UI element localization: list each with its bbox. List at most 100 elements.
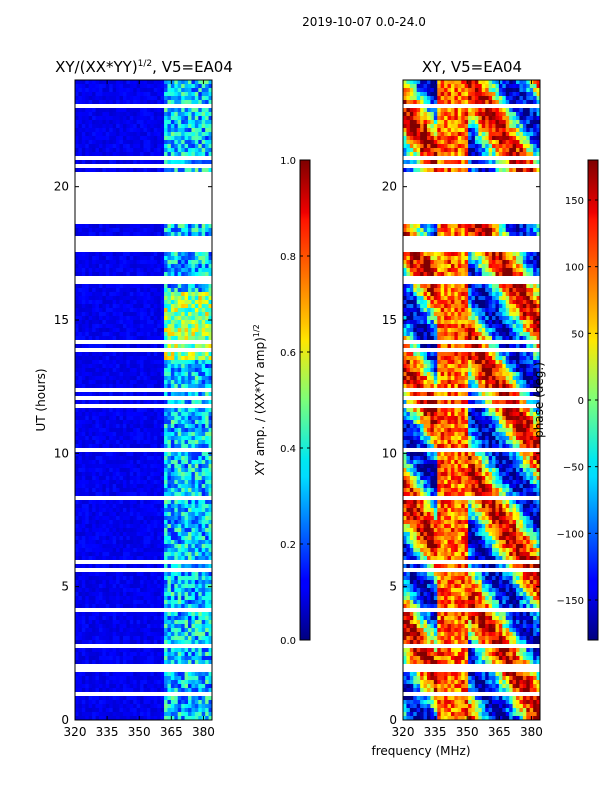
amplitude-cell: [181, 84, 185, 89]
amplitude-cell: [105, 520, 110, 525]
amplitude-cell: [181, 504, 185, 509]
amplitude-cell: [85, 92, 90, 97]
amplitude-cell: [191, 468, 196, 473]
amplitude-cell: [105, 176, 110, 181]
amplitude-cell: [164, 84, 168, 89]
amplitude-cell: [116, 524, 120, 529]
amplitude-cell: [184, 136, 189, 141]
amplitude-cell: [136, 252, 141, 257]
amplitude-cell: [170, 472, 175, 477]
amplitude-cell: [170, 492, 175, 497]
amplitude-cell: [105, 172, 110, 177]
amplitude-cell: [105, 492, 110, 497]
amplitude-cell: [184, 528, 189, 533]
amplitude-cell: [188, 252, 192, 257]
amplitude-cell: [146, 468, 151, 473]
amplitude-cell: [85, 548, 90, 553]
amplitude-cell: [191, 288, 196, 293]
amplitude-cell: [201, 244, 206, 249]
amplitude-cell: [164, 124, 168, 129]
amplitude-cell: [109, 184, 114, 189]
amplitude-cell: [146, 316, 151, 321]
amplitude-cell: [164, 356, 168, 361]
amplitude-cell: [98, 372, 103, 377]
amplitude-cell: [188, 300, 192, 305]
amplitude-cell: [122, 476, 127, 481]
amplitude-cell: [191, 216, 196, 221]
amplitude-cell: [116, 224, 120, 229]
amplitude-cell: [126, 156, 131, 161]
amplitude-cell: [133, 456, 138, 461]
amplitude-cell: [88, 276, 93, 281]
amplitude-cell: [157, 400, 162, 405]
amplitude-cell: [129, 420, 134, 425]
amplitude-cell: [105, 92, 110, 97]
amplitude-cell: [109, 196, 114, 201]
amplitude-cell: [198, 448, 203, 453]
amplitude-cell: [198, 496, 203, 501]
amplitude-cell: [102, 476, 107, 481]
amplitude-cell: [160, 88, 165, 93]
amplitude-cell: [112, 308, 117, 313]
amplitude-cell: [191, 312, 196, 317]
amplitude-cell: [122, 352, 127, 357]
amplitude-cell: [150, 80, 155, 85]
amplitude-cell: [184, 452, 189, 457]
amplitude-cell: [181, 520, 185, 525]
amplitude-cell: [126, 328, 131, 333]
amplitude-cell: [119, 296, 124, 301]
amplitude-cell: [201, 308, 206, 313]
amplitude-cell: [208, 556, 213, 561]
amplitude-cell: [198, 484, 203, 489]
amplitude-cell: [157, 176, 162, 181]
amplitude-cell: [122, 568, 127, 573]
amplitude-cell: [157, 344, 162, 349]
amplitude-cell: [150, 488, 155, 493]
amplitude-cell: [208, 332, 213, 337]
amplitude-cell: [164, 88, 168, 93]
amplitude-cell: [208, 264, 213, 269]
amplitude-cell: [85, 336, 90, 341]
amplitude-cell: [92, 468, 96, 473]
amplitude-cell: [208, 360, 213, 365]
amplitude-cell: [75, 488, 79, 493]
amplitude-cell: [198, 516, 203, 521]
amplitude-cell: [95, 328, 100, 333]
amplitude-cell: [170, 180, 175, 185]
amplitude-cell: [85, 128, 90, 133]
amplitude-cell: [88, 208, 93, 213]
amplitude-cell: [116, 572, 120, 577]
amplitude-cell: [164, 476, 168, 481]
amplitude-cell: [75, 144, 79, 149]
amplitude-cell: [201, 480, 206, 485]
amplitude-cell: [146, 344, 151, 349]
amplitude-cell: [177, 444, 182, 449]
amplitude-cell: [146, 168, 151, 173]
amplitude-cell: [184, 176, 189, 181]
amplitude-cell: [95, 164, 100, 169]
amplitude-cell: [116, 480, 120, 485]
amplitude-cell: [85, 396, 90, 401]
amplitude-cell: [143, 332, 148, 337]
amplitude-cell: [170, 448, 175, 453]
amplitude-cell: [160, 196, 165, 201]
amplitude-cell: [95, 160, 100, 165]
amplitude-cell: [188, 316, 192, 321]
amplitude-cell: [126, 564, 131, 569]
amplitude-cell: [150, 204, 155, 209]
amplitude-cell: [81, 576, 86, 581]
amplitude-cell: [105, 152, 110, 157]
amplitude-cell: [164, 108, 168, 113]
amplitude-cell: [140, 180, 144, 185]
amplitude-cell: [188, 496, 192, 501]
amplitude-cell: [112, 116, 117, 121]
amplitude-cell: [174, 380, 179, 385]
amplitude-cell: [129, 272, 134, 277]
amplitude-cell: [188, 132, 192, 137]
amplitude-cell: [184, 256, 189, 261]
amplitude-cell: [98, 176, 103, 181]
amplitude-cell: [143, 352, 148, 357]
amplitude-cell: [160, 552, 165, 557]
amplitude-cell: [194, 248, 199, 253]
amplitude-cell: [143, 512, 148, 517]
